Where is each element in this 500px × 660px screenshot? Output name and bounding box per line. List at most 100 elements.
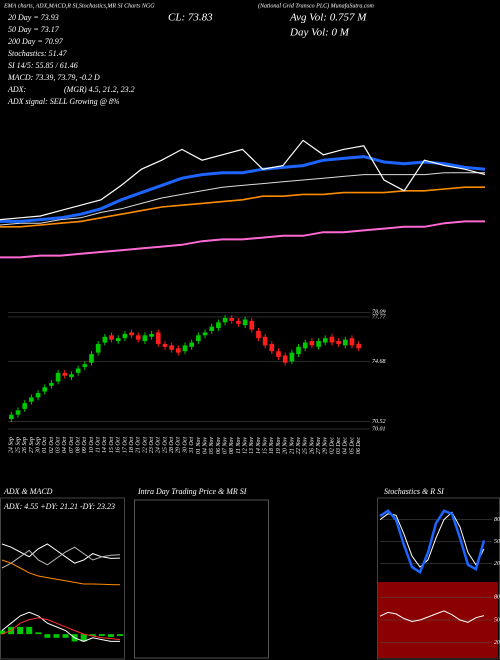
stat: Stochastics: 51.47 — [8, 49, 68, 58]
x-tick-label: 19 Nov — [276, 437, 282, 455]
y-tick-label: 80 — [494, 595, 500, 601]
candle-body — [82, 364, 88, 368]
series-line — [1, 559, 121, 586]
candle-body — [196, 335, 201, 342]
x-tick-label: 08 Nov — [229, 437, 235, 455]
series-line — [379, 610, 485, 623]
stat: 50 Day = 73.17 — [8, 25, 60, 34]
x-tick-label: 20 Nov — [283, 437, 289, 455]
candle-body — [169, 345, 174, 350]
x-tick-label: 14 Oct — [101, 437, 108, 453]
candle-body — [302, 342, 308, 349]
candle-body — [249, 320, 255, 330]
histogram-bar — [89, 634, 96, 636]
y-tick-label: 50 — [494, 617, 500, 623]
x-tick-label: 18 Oct — [129, 437, 135, 453]
header-title: EMA charts, ADX,MACD,R SI,Stochastics,MR… — [3, 3, 155, 9]
x-tick-label: 21 Oct — [136, 437, 142, 453]
candle-body — [316, 341, 321, 347]
histogram-bar — [107, 634, 114, 638]
x-tick-label: 16 Oct — [116, 437, 122, 453]
x-tick-label: 27 Nov — [316, 437, 322, 455]
x-tick-label: 07 Oct — [69, 437, 75, 453]
x-tick-label: 11 Oct — [96, 437, 102, 453]
candle-body — [189, 342, 195, 347]
header-company: (National Grid Transco PLC) MunafaSutra.… — [258, 2, 375, 9]
candle-body — [336, 341, 341, 344]
panel-title: ADX & MACD — [3, 487, 53, 496]
x-tick-label: 24 Sep — [8, 437, 15, 453]
stat: ADX: — [7, 85, 27, 94]
histogram-bar — [17, 626, 24, 635]
histogram-bar — [80, 634, 87, 642]
candle-body — [35, 393, 41, 398]
candle-body — [69, 374, 74, 378]
annotation: ADX: 4.55 +DY: 21.21 -DY: 23.23 — [3, 502, 115, 511]
x-tick-label: 17 Oct — [122, 437, 128, 453]
histogram-bar — [26, 626, 33, 635]
x-tick-label: 06 Nov — [216, 437, 222, 455]
candle-body — [102, 336, 108, 343]
x-tick-label: 03 Dec — [336, 437, 342, 454]
candle-body — [155, 332, 161, 344]
candle-body — [75, 368, 81, 373]
series-line — [0, 155, 486, 223]
histogram-bar — [35, 632, 42, 635]
x-tick-label: 29 Oct — [176, 437, 182, 453]
y-tick-label: 70.01 — [372, 426, 386, 432]
x-tick-label: 18 Nov — [269, 437, 275, 455]
candle-body — [262, 336, 268, 346]
candle-body — [309, 341, 315, 346]
x-tick-label: 12 Nov — [242, 437, 248, 455]
histogram-bar — [53, 634, 60, 638]
y-tick-label: 74.68 — [372, 358, 386, 365]
y-tick-label: 77.77 — [372, 314, 387, 320]
x-tick-label: 06 Dec — [356, 437, 362, 454]
candle-body — [209, 326, 215, 331]
candle-body — [95, 343, 101, 353]
series-line — [1, 546, 121, 569]
candle-body — [356, 343, 361, 349]
candle-body — [329, 336, 335, 343]
x-tick-label: 27 Sep — [29, 437, 35, 453]
series-line — [0, 172, 485, 226]
candle-body — [122, 333, 128, 339]
x-tick-label: 25 Sep — [15, 437, 21, 453]
x-tick-label: 02 Oct — [49, 437, 55, 453]
candle-body — [29, 397, 34, 402]
y-tick-label: 20 — [494, 561, 500, 567]
x-tick-label: 05 Nov — [209, 437, 215, 455]
candle-body — [202, 332, 208, 336]
x-tick-label: 24 Oct — [155, 437, 162, 453]
candle-body — [242, 319, 248, 326]
close-price: CL: 73.83 — [168, 12, 213, 24]
candle-body — [89, 354, 94, 363]
series-line — [1, 617, 121, 641]
x-tick-label: 09 Oct — [82, 437, 88, 453]
x-tick-label: 04 Oct — [61, 437, 68, 453]
day-volume: Day Vol: 0 M — [289, 27, 350, 39]
candle-body — [322, 338, 328, 343]
x-tick-label: 25 Nov — [303, 437, 309, 455]
panel-title: Intra Day Trading Price & MR SI — [137, 487, 247, 496]
histogram-bar — [98, 634, 105, 636]
series-line — [379, 509, 486, 575]
candle-body — [115, 338, 121, 342]
y-tick-label: 50 — [494, 539, 500, 545]
x-tick-label: 04 Dec — [342, 437, 349, 454]
x-tick-label: 22 Oct — [142, 437, 148, 453]
candle-body — [42, 387, 48, 392]
candle-body — [9, 414, 14, 420]
y-tick-label: 78.09 — [372, 310, 386, 316]
candle-body — [182, 345, 188, 352]
candle-body — [229, 317, 235, 321]
x-tick-label: 28 Oct — [169, 437, 175, 453]
candle-body — [15, 410, 21, 415]
x-tick-label: 10 Oct — [89, 437, 95, 453]
stat: ADX signal: SELL Growing @ 8% — [7, 97, 120, 106]
candle-body — [149, 333, 154, 337]
histogram-bar — [44, 634, 51, 638]
stat: 20 Day = 73.93 — [8, 13, 59, 22]
